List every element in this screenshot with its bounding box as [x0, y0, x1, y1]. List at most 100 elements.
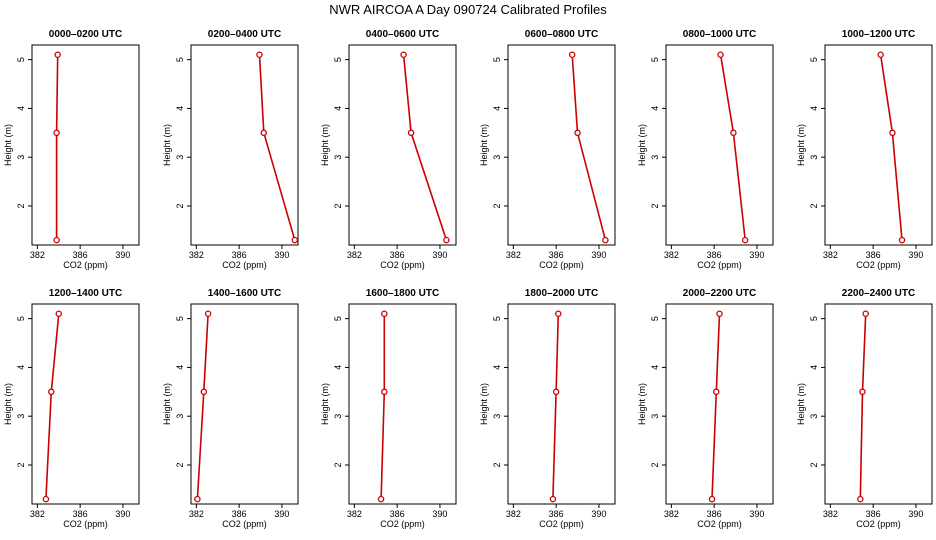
y-tick-label: 5: [492, 57, 502, 62]
x-tick-label: 382: [30, 250, 45, 260]
x-axis-label: CO2 (ppm): [856, 260, 901, 270]
x-tick-label: 390: [115, 509, 130, 519]
x-tick-label: 382: [823, 509, 838, 519]
y-tick-label: 5: [809, 57, 819, 62]
y-tick-label: 2: [492, 203, 502, 208]
data-point: [204, 310, 212, 318]
y-tick-label: 2: [175, 462, 185, 467]
y-tick-label: 3: [809, 414, 819, 419]
y-tick-label: 4: [16, 106, 26, 111]
y-axis-label: Height (m): [637, 383, 647, 425]
y-tick-label: 5: [175, 57, 185, 62]
y-tick-label: 2: [650, 462, 660, 467]
panel-9: 1600–1800 UTC 382 386 390 CO2 (ppm) 2 3 4 5 Heigh…: [320, 288, 457, 529]
panel-title: 1800–2000 UTC: [525, 288, 598, 299]
y-tick-label: 4: [333, 106, 343, 111]
panel-3: 0400–0600 UTC 382 386 390 CO2 (ppm) 2 3 4 5 Heigh…: [320, 29, 457, 270]
panel-title: 0600–0800 UTC: [525, 29, 598, 40]
data-point: [898, 236, 906, 244]
plot-frame: [824, 44, 933, 246]
data-point: [568, 51, 576, 59]
data-point: [555, 310, 562, 318]
plot-frame: [665, 44, 774, 246]
x-axis-label: CO2 (ppm): [63, 260, 108, 270]
x-tick-label: 386: [232, 509, 247, 519]
y-tick-label: 2: [333, 462, 343, 467]
y-tick-label: 2: [492, 462, 502, 467]
y-axis-label: Height (m): [162, 124, 172, 166]
y-tick-label: 3: [333, 155, 343, 160]
y-tick-label: 2: [16, 462, 26, 467]
data-point: [42, 495, 50, 503]
panel-11: 2000–2200 UTC 382 386 390 CO2 (ppm) 2 3 4 5 Heigh…: [637, 288, 774, 529]
data-point: [194, 495, 201, 503]
y-tick-label: 2: [809, 462, 819, 467]
x-axis-label: CO2 (ppm): [539, 260, 584, 270]
y-axis-label: Height (m): [320, 383, 330, 425]
x-axis-label: CO2 (ppm): [856, 519, 901, 529]
profile-line: [552, 313, 560, 500]
panel-5: 0800–1000 UTC 382 386 390 CO2 (ppm) 2 3 4 5 Heigh…: [637, 29, 774, 270]
plot-frame: [348, 44, 457, 246]
x-tick-label: 386: [390, 250, 405, 260]
y-axis-label: Height (m): [3, 124, 13, 166]
data-point: [716, 310, 723, 318]
x-tick-label: 382: [506, 250, 521, 260]
x-tick-label: 390: [274, 250, 289, 260]
y-tick-label: 2: [809, 203, 819, 208]
plot-frame: [507, 44, 616, 246]
y-tick-label: 2: [333, 203, 343, 208]
x-tick-label: 386: [73, 250, 88, 260]
data-point: [381, 310, 388, 318]
y-tick-label: 4: [650, 106, 660, 111]
profile-line: [258, 54, 296, 241]
x-tick-label: 390: [115, 250, 130, 260]
data-point: [407, 129, 415, 137]
data-point: [552, 388, 560, 396]
x-tick-label: 386: [390, 509, 405, 519]
data-point: [381, 388, 388, 396]
data-point: [859, 388, 866, 396]
x-tick-label: 390: [749, 250, 764, 260]
panel-title: 0200–0400 UTC: [208, 29, 281, 40]
profile-line: [402, 54, 448, 241]
panel-12: 2200–2400 UTC 382 386 390 CO2 (ppm) 2 3 4 5 Heigh…: [796, 288, 933, 529]
panel-10: 1800–2000 UTC 382 386 390 CO2 (ppm) 2 3 4 5 Heigh…: [479, 288, 616, 529]
profile-line: [571, 54, 607, 241]
x-axis-label: CO2 (ppm): [63, 519, 108, 529]
panel-title: 1000–1200 UTC: [842, 29, 915, 40]
x-axis-label: CO2 (ppm): [222, 519, 267, 529]
y-tick-label: 2: [175, 203, 185, 208]
y-tick-label: 5: [175, 316, 185, 321]
x-tick-label: 382: [664, 509, 679, 519]
x-tick-label: 390: [432, 509, 447, 519]
panel-7: 1200–1400 UTC 382 386 390 CO2 (ppm) 2 3 4 5 Heigh…: [3, 288, 140, 529]
y-axis-label: Height (m): [320, 124, 330, 166]
plot-frame: [348, 303, 457, 505]
y-tick-label: 3: [175, 414, 185, 419]
x-tick-label: 386: [232, 250, 247, 260]
x-axis-label: CO2 (ppm): [539, 519, 584, 529]
panel-4: 0600–0800 UTC 382 386 390 CO2 (ppm) 2 3 4 5 Heigh…: [479, 29, 616, 270]
x-tick-label: 386: [707, 250, 722, 260]
y-tick-label: 3: [16, 155, 26, 160]
x-axis-label: CO2 (ppm): [697, 260, 742, 270]
panel-title: 0000–0200 UTC: [49, 29, 122, 40]
x-tick-label: 386: [549, 509, 564, 519]
profile-line: [719, 54, 746, 241]
panel-title: 0800–1000 UTC: [683, 29, 756, 40]
y-tick-label: 4: [16, 365, 26, 370]
data-point: [291, 236, 299, 244]
panel-1: 0000–0200 UTC 382 386 390 CO2 (ppm) 2 3 4 5 Heigh…: [3, 29, 140, 270]
data-point: [877, 51, 884, 59]
y-tick-label: 4: [650, 365, 660, 370]
x-tick-label: 390: [274, 509, 289, 519]
plot-frame: [31, 303, 140, 505]
y-tick-label: 5: [650, 57, 660, 62]
profile-line: [196, 313, 209, 500]
x-tick-label: 382: [347, 509, 362, 519]
data-point: [862, 310, 869, 318]
y-tick-label: 4: [492, 106, 502, 111]
page-title: NWR AIRCOA A Day 090724 Calibrated Profi…: [329, 2, 607, 17]
